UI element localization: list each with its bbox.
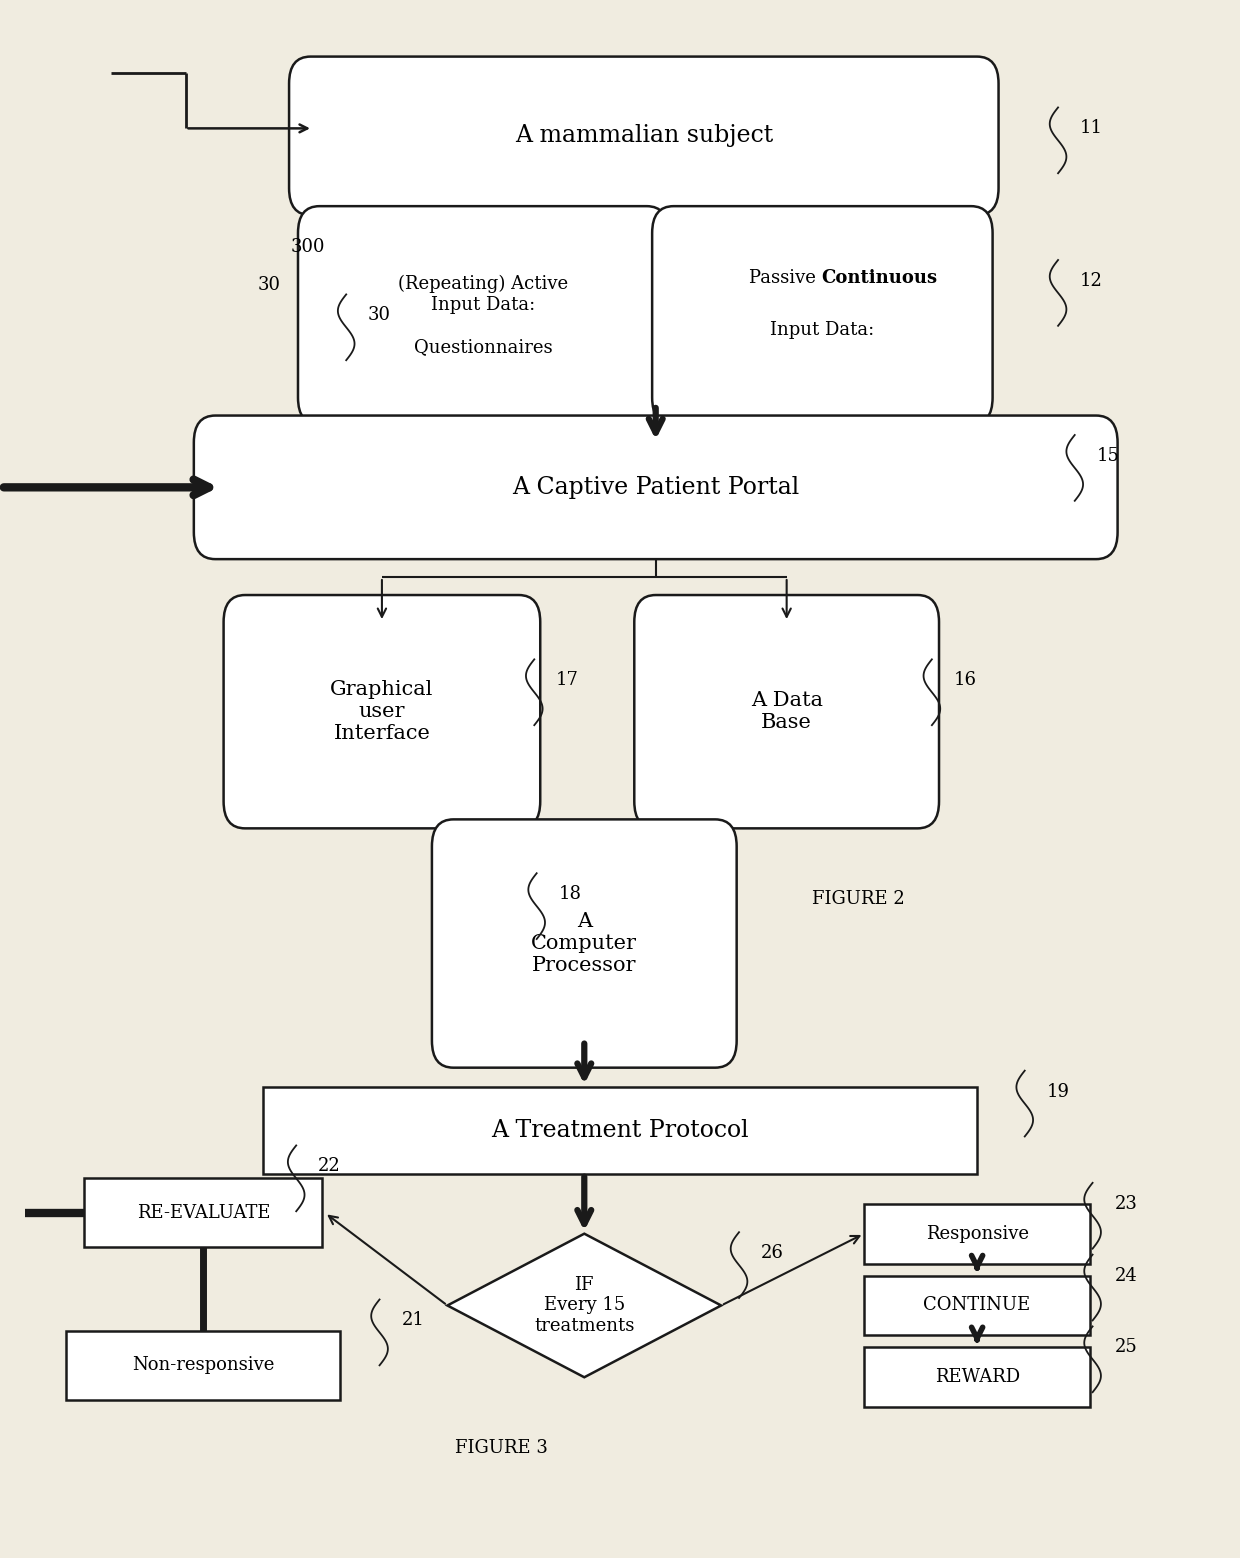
Text: CONTINUE: CONTINUE	[924, 1296, 1030, 1315]
Text: FIGURE 2: FIGURE 2	[812, 890, 904, 908]
Text: 19: 19	[1047, 1083, 1070, 1100]
FancyBboxPatch shape	[432, 820, 737, 1067]
Text: Responsive: Responsive	[925, 1225, 1029, 1243]
Text: 30: 30	[368, 307, 391, 324]
FancyBboxPatch shape	[223, 595, 541, 829]
Text: 15: 15	[1096, 447, 1120, 464]
FancyBboxPatch shape	[652, 206, 992, 424]
Bar	[67, 1331, 340, 1399]
Text: 25: 25	[1115, 1338, 1137, 1357]
Text: 26: 26	[761, 1245, 784, 1262]
Text: 11: 11	[1080, 120, 1102, 137]
FancyBboxPatch shape	[193, 416, 1117, 559]
Text: RE-EVALUATE: RE-EVALUATE	[136, 1204, 270, 1221]
Text: FIGURE 3: FIGURE 3	[455, 1438, 547, 1457]
Text: 23: 23	[1115, 1195, 1137, 1212]
FancyBboxPatch shape	[635, 595, 939, 829]
Text: A Treatment Protocol: A Treatment Protocol	[491, 1119, 749, 1142]
Text: REWARD: REWARD	[935, 1368, 1019, 1387]
Text: A Data
Base: A Data Base	[750, 692, 822, 732]
Text: 17: 17	[557, 671, 579, 689]
Text: Input Data:: Input Data:	[770, 321, 874, 340]
FancyBboxPatch shape	[298, 206, 668, 424]
Text: 24: 24	[1115, 1267, 1137, 1284]
Bar	[864, 1204, 1090, 1264]
Text: A Captive Patient Portal: A Captive Patient Portal	[512, 475, 800, 499]
Text: Passive: Passive	[749, 270, 821, 287]
Polygon shape	[448, 1234, 722, 1377]
Text: A mammalian subject: A mammalian subject	[515, 125, 773, 148]
Text: 18: 18	[558, 885, 582, 904]
Text: 16: 16	[954, 671, 977, 689]
Bar	[864, 1276, 1090, 1335]
Text: 30: 30	[258, 276, 280, 294]
Text: 12: 12	[1080, 273, 1102, 290]
Text: Continuous: Continuous	[821, 270, 937, 287]
Text: A
Computer
Processor: A Computer Processor	[531, 911, 637, 975]
Text: 21: 21	[402, 1312, 424, 1329]
Bar	[263, 1087, 977, 1173]
Text: Graphical
user
Interface: Graphical user Interface	[330, 681, 434, 743]
Bar	[84, 1178, 322, 1246]
Text: 300: 300	[291, 237, 325, 256]
Text: 22: 22	[319, 1158, 341, 1175]
Text: Non-responsive: Non-responsive	[133, 1357, 274, 1374]
Bar	[864, 1348, 1090, 1407]
Text: (Repeating) Active
Input Data:

Questionnaires: (Repeating) Active Input Data: Questionn…	[398, 276, 568, 355]
Text: IF
Every 15
treatments: IF Every 15 treatments	[534, 1276, 635, 1335]
FancyBboxPatch shape	[289, 56, 998, 215]
